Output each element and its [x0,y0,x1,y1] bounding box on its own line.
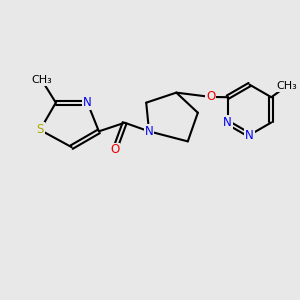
Text: O: O [206,90,215,104]
Text: CH₃: CH₃ [31,75,52,85]
Text: S: S [36,123,44,136]
Text: O: O [110,143,119,157]
Text: CH₃: CH₃ [277,81,298,91]
Text: N: N [145,125,153,138]
Text: N: N [245,129,254,142]
Text: N: N [83,96,92,109]
Text: N: N [223,116,232,129]
